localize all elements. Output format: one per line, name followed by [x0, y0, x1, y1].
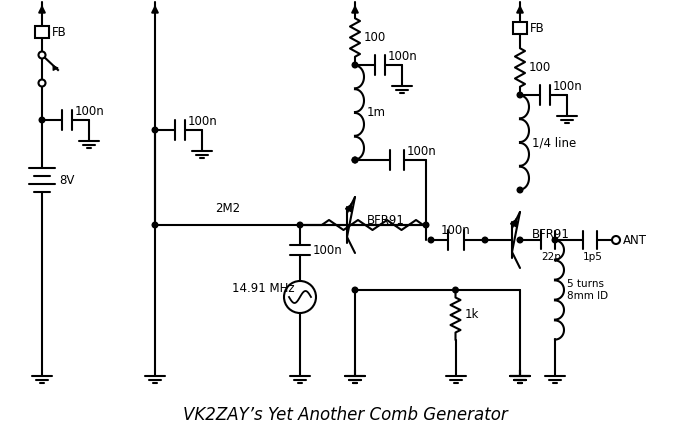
Text: 100n: 100n	[313, 243, 343, 256]
Circle shape	[453, 287, 458, 293]
Circle shape	[423, 222, 428, 228]
Circle shape	[352, 157, 358, 163]
Circle shape	[352, 287, 358, 293]
Bar	[35, 26, 49, 38]
Circle shape	[284, 281, 316, 313]
Circle shape	[482, 237, 488, 243]
Text: 100n: 100n	[441, 224, 471, 237]
Circle shape	[39, 117, 45, 123]
Circle shape	[39, 52, 46, 58]
Text: 100n: 100n	[388, 50, 417, 63]
Text: 2M2: 2M2	[215, 202, 240, 215]
Circle shape	[428, 237, 434, 243]
Text: 1/4 line: 1/4 line	[532, 136, 576, 149]
Text: 1m: 1m	[367, 106, 386, 119]
Circle shape	[352, 62, 358, 68]
Circle shape	[352, 157, 358, 163]
Bar	[513, 22, 527, 34]
Circle shape	[518, 237, 523, 243]
Text: 100n: 100n	[75, 105, 105, 118]
Text: 1k: 1k	[464, 308, 479, 321]
Text: BFR91: BFR91	[367, 213, 405, 226]
Circle shape	[552, 237, 558, 243]
Text: 5 turns
8mm ID: 5 turns 8mm ID	[567, 279, 608, 301]
Text: 100n: 100n	[188, 115, 218, 128]
Text: 100: 100	[529, 61, 551, 74]
Circle shape	[612, 236, 620, 244]
Text: 100: 100	[364, 31, 386, 44]
Text: 22p: 22p	[541, 252, 561, 262]
Circle shape	[518, 92, 523, 98]
Text: 8V: 8V	[59, 174, 75, 187]
Text: 1p5: 1p5	[583, 252, 603, 262]
Text: 100n: 100n	[407, 145, 437, 158]
Text: BFR91: BFR91	[532, 229, 570, 242]
Text: 14.91 MHz: 14.91 MHz	[233, 282, 295, 295]
Text: FB: FB	[52, 26, 67, 39]
Circle shape	[152, 222, 158, 228]
Text: FB: FB	[530, 22, 544, 35]
Circle shape	[297, 222, 303, 228]
Circle shape	[39, 80, 46, 87]
Text: VK2ZAY’s Yet Another Comb Generator: VK2ZAY’s Yet Another Comb Generator	[183, 406, 507, 424]
Text: ANT: ANT	[623, 233, 647, 246]
Text: 100n: 100n	[553, 80, 583, 93]
Circle shape	[152, 127, 158, 133]
Circle shape	[518, 187, 523, 193]
